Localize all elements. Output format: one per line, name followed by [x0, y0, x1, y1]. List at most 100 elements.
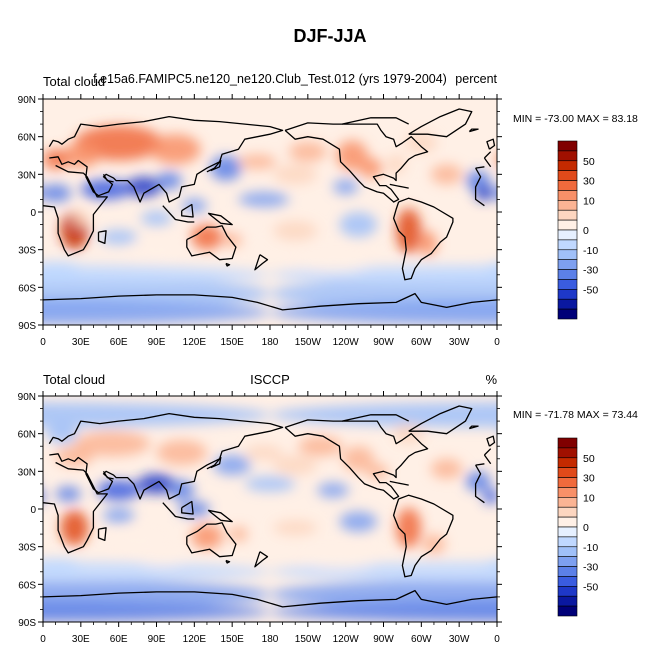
colorbar-swatch [557, 566, 578, 577]
colorbar-swatch [557, 180, 578, 191]
contour-region [222, 232, 243, 248]
coastline [284, 122, 429, 203]
coastline [162, 205, 195, 223]
colorbar-swatch [557, 160, 578, 171]
colorbar: 50 30 10 0 -10 -30 -50 [557, 140, 598, 320]
coastline [468, 128, 479, 133]
contour-region [244, 444, 283, 461]
contour-region [140, 210, 173, 226]
lat-label: 60S [18, 283, 36, 294]
panel-units-label: % [485, 372, 497, 387]
panel-left-label: Total cloud [43, 372, 105, 387]
contour-region [270, 579, 497, 610]
contour-region [99, 229, 138, 245]
contour-region [270, 601, 497, 622]
contour-region [611, 172, 636, 190]
lon-label: 0 [40, 337, 46, 348]
axis-ticks: 90N 60N 30N 0 30S 60S 90S 0 30E 60E 90E 120E 150E 180… [18, 94, 502, 348]
contour-region [112, 530, 163, 551]
coastline [254, 551, 269, 568]
contour-region [515, 212, 543, 250]
colorbar-swatch [557, 546, 578, 557]
lon-label: 150E [220, 337, 244, 348]
lat-label: 60S [18, 580, 36, 591]
lon-label: 30W [449, 337, 470, 348]
colorbar-label: -50 [583, 284, 598, 296]
coastline [207, 509, 233, 523]
contour-region [645, 524, 661, 549]
contour-region [484, 558, 497, 573]
coastline [392, 197, 454, 281]
contour-region [43, 402, 270, 428]
contour-region [150, 134, 201, 165]
colorbar-swatch [557, 190, 578, 201]
lon-label: 0 [494, 337, 500, 348]
lat-label: 90S [18, 618, 36, 629]
coastline [207, 212, 233, 226]
contour-region [96, 480, 141, 501]
contour-region [43, 264, 270, 285]
panel-center-label: ISCCP [250, 372, 290, 387]
lon-label: 30E [72, 634, 90, 645]
contour-region [21, 186, 40, 201]
colorbar-swatch [557, 536, 578, 548]
colorbar-label: 10 [583, 492, 595, 504]
colorbar-swatch [557, 200, 578, 211]
contour-region [336, 140, 368, 171]
colorbar-swatch [557, 269, 578, 280]
contour-region [156, 171, 182, 190]
coastline [43, 589, 497, 608]
map-field [43, 396, 661, 622]
contour-region [430, 458, 463, 479]
contour-region [43, 579, 270, 610]
contour-region [493, 187, 497, 199]
contour-region [102, 507, 135, 523]
coastline [181, 203, 194, 218]
contour-region [238, 191, 289, 207]
coastline [206, 456, 222, 470]
lat-label: 30S [18, 543, 36, 554]
colorbar-swatch [557, 249, 578, 260]
contour-region [273, 520, 318, 536]
colorbar-label: -50 [583, 581, 598, 593]
figure-title: DJF-JJA [293, 26, 366, 46]
map-field [21, 99, 636, 325]
contour-region [301, 549, 378, 570]
colorbar-label: 0 [583, 225, 589, 237]
lon-label: 120W [333, 337, 360, 348]
contour-region [405, 132, 438, 153]
panel-model: Total cloud f.e15a6.FAMIPC5.ne120_ne120.… [18, 72, 638, 348]
colorbar-swatch [557, 170, 578, 181]
panel-stats: MIN = -73.00 MAX = 83.18 [513, 113, 638, 125]
lon-label: 120W [333, 634, 360, 645]
coastline [48, 412, 492, 500]
colorbar-label: 50 [583, 453, 595, 465]
colorbar-label: 30 [583, 176, 595, 188]
colorbar-swatch [557, 497, 578, 508]
contour-region [74, 431, 151, 457]
contour-region [386, 154, 406, 175]
lat-label: 0 [30, 208, 36, 219]
contour-region [60, 510, 89, 546]
lat-label: 30S [18, 246, 36, 257]
colorbar-swatch [557, 526, 578, 538]
contour-region [181, 198, 207, 214]
lon-label: 60E [110, 634, 128, 645]
contour-region [418, 230, 438, 256]
contour-region [595, 211, 627, 226]
contour-region [178, 501, 211, 517]
contour-region [273, 220, 318, 241]
coastline [468, 425, 479, 430]
coastline [392, 494, 454, 578]
contour-region [484, 261, 497, 276]
contour-region [191, 224, 223, 250]
contour-region [359, 158, 383, 179]
lon-label: 180 [262, 634, 279, 645]
lon-label: 90E [148, 337, 166, 348]
colorbar-swatch [557, 605, 578, 617]
coastline [389, 183, 409, 189]
colorbar-swatch [557, 467, 578, 478]
contour-region [43, 260, 81, 277]
lon-label: 180 [262, 337, 279, 348]
